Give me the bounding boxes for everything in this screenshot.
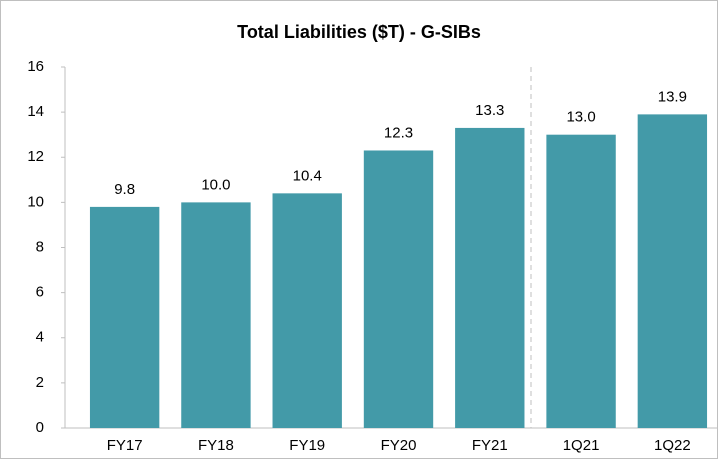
bar: [272, 193, 342, 428]
bar: [637, 114, 708, 428]
y-tick-label: 6: [36, 284, 44, 301]
y-tick-label: 2: [36, 374, 44, 391]
x-tick-label: FY19: [289, 437, 325, 454]
y-tick-label: 4: [36, 329, 44, 346]
chart-title: Total Liabilities ($T) - G-SIBs: [237, 22, 481, 42]
data-label: 9.8: [114, 181, 135, 198]
x-tick-label: FY20: [381, 437, 417, 454]
data-label: 13.3: [475, 102, 504, 119]
x-tick-label: 1Q21: [563, 437, 600, 454]
x-tick-label: FY21: [472, 437, 508, 454]
y-tick-label: 0: [36, 419, 44, 436]
bar: [455, 127, 525, 428]
x-tick-label: FY17: [107, 437, 143, 454]
bar: [363, 150, 434, 428]
y-tick-label: 14: [27, 103, 44, 120]
y-tick-label: 8: [36, 238, 44, 255]
data-label: 13.9: [658, 88, 687, 105]
x-tick-label: 1Q22: [654, 437, 691, 454]
data-label: 10.4: [293, 167, 322, 184]
y-tick-label: 12: [27, 148, 44, 165]
bar: [546, 134, 616, 428]
bar: [89, 206, 160, 428]
x-tick-label: FY18: [198, 437, 234, 454]
data-label: 13.0: [566, 109, 595, 126]
y-tick-label: 16: [27, 58, 44, 75]
bar: [181, 202, 251, 428]
data-label: 10.0: [201, 176, 230, 193]
data-label: 12.3: [384, 124, 413, 141]
y-tick-label: 10: [27, 193, 44, 210]
